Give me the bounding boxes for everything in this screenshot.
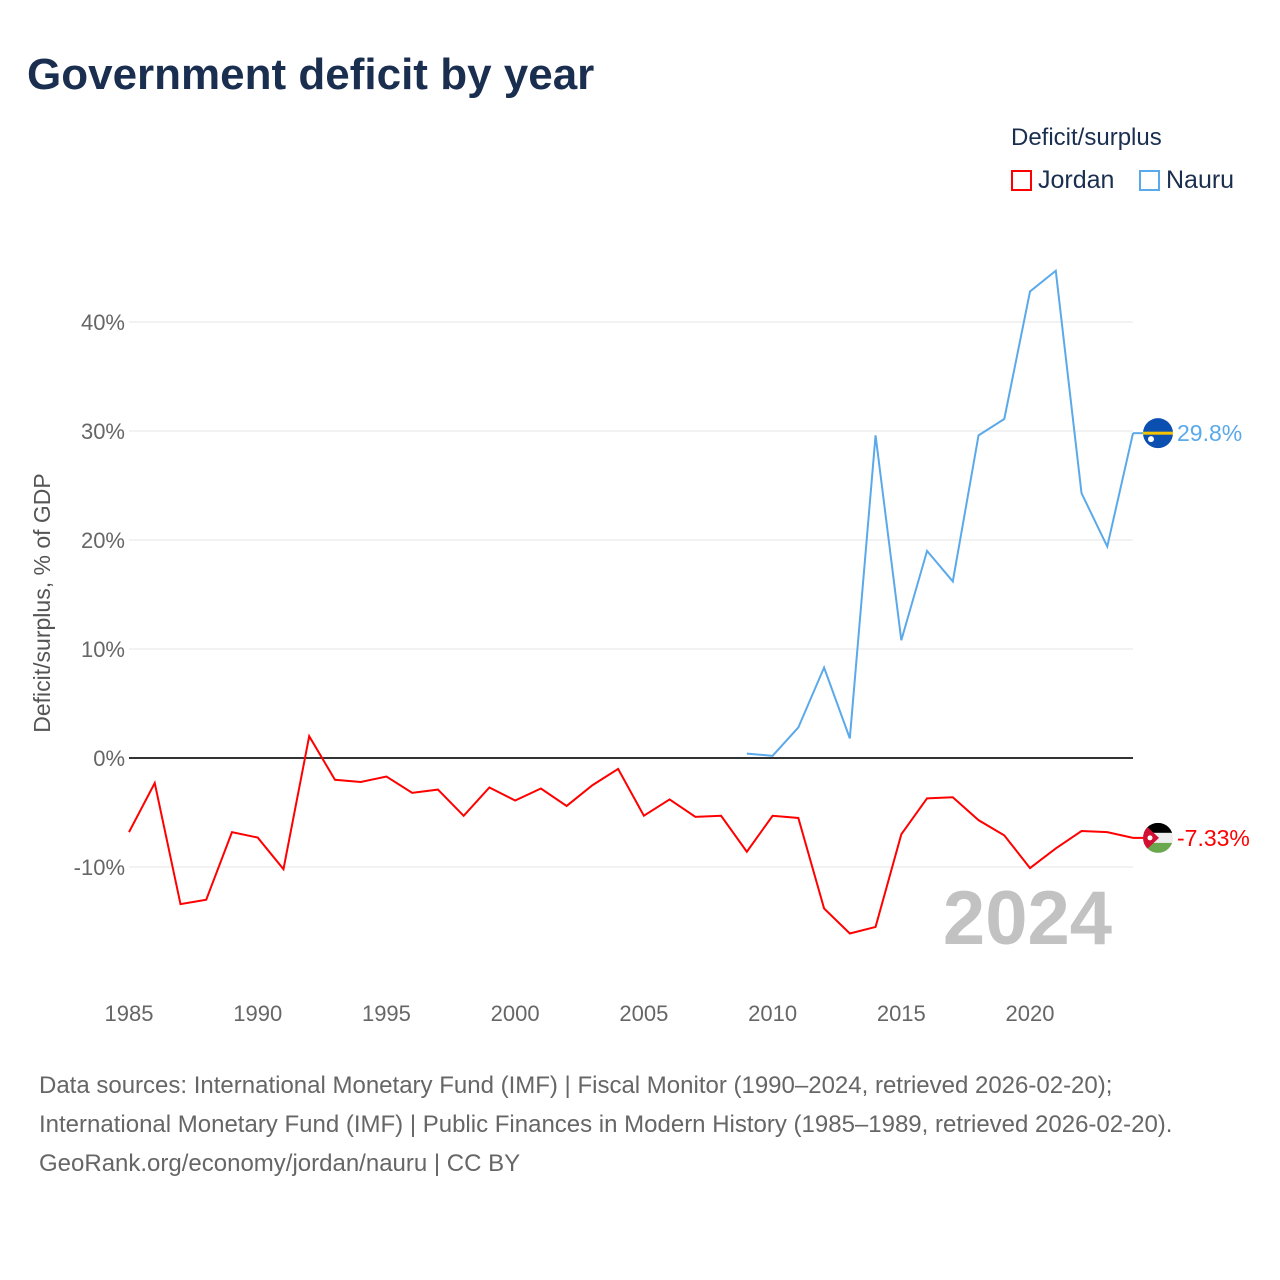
x-tick-label: 1990: [233, 1001, 282, 1026]
legend-item-nauru[interactable]: Nauru: [1139, 166, 1234, 195]
flag-stripe: [1143, 431, 1173, 435]
y-tick-label: -10%: [74, 855, 125, 880]
x-tick-label: 2000: [491, 1001, 540, 1026]
credit-link[interactable]: GeoRank.org/economy/jordan/nauru | CC BY: [39, 1150, 521, 1177]
year-watermark: 2024: [943, 876, 1112, 961]
y-tick-label: 10%: [81, 637, 125, 662]
y-tick-label: 20%: [81, 528, 125, 553]
legend-item-jordan[interactable]: Jordan: [1011, 166, 1114, 195]
legend-label: Nauru: [1166, 166, 1235, 194]
x-tick-label: 2005: [619, 1001, 668, 1026]
legend-label: Jordan: [1038, 166, 1115, 194]
series-line-nauru: [746, 268, 1134, 757]
chart-title: Government deficit by year: [27, 50, 595, 99]
y-tick-label: 30%: [81, 419, 125, 444]
end-value-label: 29.8%: [1177, 420, 1242, 446]
footer: Data sources: International Monetary Fun…: [39, 1066, 1239, 1183]
y-tick-label: 40%: [81, 310, 125, 335]
end-value-label: -7.33%: [1177, 825, 1250, 851]
y-tick-label: 0%: [93, 746, 125, 771]
data-sources: Data sources: International Monetary Fun…: [39, 1072, 1173, 1138]
flag-star: [1148, 436, 1154, 443]
flag-star: [1147, 835, 1153, 841]
legend-swatch: [1011, 170, 1032, 191]
legend-swatch: [1139, 170, 1160, 191]
x-tick-label: 1995: [362, 1001, 411, 1026]
y-axis-label: Deficit/surplus, % of GDP: [29, 473, 55, 732]
legend-title: Deficit/surplus: [1011, 124, 1162, 151]
x-tick-label: 2015: [877, 1001, 926, 1026]
x-tick-label: 1985: [105, 1001, 154, 1026]
x-tick-label: 2010: [748, 1001, 797, 1026]
x-tick-label: 2020: [1006, 1001, 1055, 1026]
series-line-jordan: [128, 733, 1134, 935]
